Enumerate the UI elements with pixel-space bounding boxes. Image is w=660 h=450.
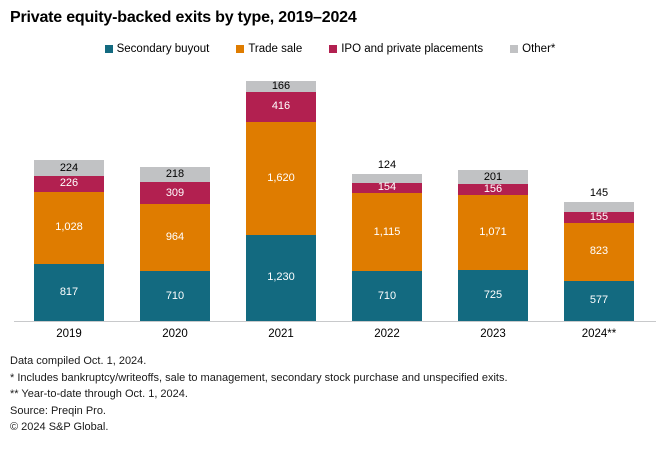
bar-value-label: 1,230	[267, 271, 295, 284]
bar-segment: 226	[34, 176, 104, 192]
legend-swatch-icon	[510, 45, 519, 53]
bar-value-label: 1,071	[479, 226, 507, 239]
plot-area: 817 1,028 226 224 710 964 309 218 1,230 1,620 416 1…	[16, 66, 652, 321]
bar-segment: 1,071	[458, 195, 528, 271]
bar-segment: 1,115	[352, 193, 422, 272]
legend: Secondary buyout Trade sale IPO and privat…	[0, 43, 660, 55]
bar-segment: 218	[140, 166, 210, 183]
bar-value-label: 710	[165, 289, 185, 302]
stacked-bar: 725 1,071 156 201	[458, 170, 528, 321]
bar-segment	[564, 202, 634, 213]
bar-value-label: 166	[271, 80, 291, 93]
bar-value-label: 1,115	[373, 225, 401, 238]
footnote-source: Source: Preqin Pro.	[10, 404, 106, 417]
legend-swatch-icon	[236, 45, 245, 53]
bar-column: 725 1,071 156 201	[440, 66, 546, 321]
stacked-bar: 710 1,115 154 124	[352, 159, 422, 321]
legend-item: IPO and private placements	[329, 43, 483, 55]
legend-swatch-icon	[104, 45, 113, 53]
bar-box: 725 1,071 156 201	[440, 66, 546, 321]
x-axis-label: 2020	[162, 328, 188, 340]
x-axis-label: 2022	[374, 328, 400, 340]
bar-column: 577 823 155 145	[546, 66, 652, 321]
bar-segment: 1,620	[246, 121, 316, 235]
stacked-bar: 1,230 1,620 416 166	[246, 81, 316, 321]
bar-value-label: 817	[59, 285, 79, 298]
footnote-copyright: © 2024 S&P Global.	[10, 421, 109, 433]
footnote-compiled: Data compiled Oct. 1, 2024.	[10, 355, 147, 367]
x-axis-label: 2019	[56, 328, 82, 340]
bar-segment	[352, 173, 422, 183]
bar-segment: 166	[246, 81, 316, 93]
legend-swatch-icon	[329, 45, 338, 53]
bar-segment: 155	[564, 211, 634, 224]
bar-value-label: 201	[483, 170, 503, 183]
legend-label: IPO and private placements	[341, 43, 484, 55]
bar-value-label: 154	[377, 181, 397, 194]
bar-value-label: 964	[165, 231, 185, 244]
legend-item: Trade sale	[236, 43, 302, 55]
bar-value-label: 577	[589, 294, 609, 307]
bar-box: 1,230 1,620 416 166	[228, 66, 334, 321]
bar-column: 817 1,028 226 224	[16, 66, 122, 321]
bar-value-label: 710	[377, 289, 397, 302]
bar-column: 1,230 1,620 416 166	[228, 66, 334, 321]
bar-value-label: 124	[377, 158, 397, 171]
bar-value-label: 155	[589, 211, 609, 224]
footnote-includes: * Includes bankruptcy/writeoffs, sale to…	[10, 371, 508, 384]
bar-box: 710 1,115 154 124	[334, 66, 440, 321]
bar-segment: 823	[564, 223, 634, 281]
bar-box: 710 964 309 218	[122, 66, 228, 321]
chart-area: 817 1,028 226 224 710 964 309 218 1,230 1,620 416 1…	[14, 66, 656, 340]
bar-box: 817 1,028 226 224	[16, 66, 122, 321]
bar-value-label: 823	[589, 245, 609, 258]
bar-column: 710 964 309 218	[122, 66, 228, 321]
bar-segment: 710	[140, 271, 210, 321]
legend-item: Other*	[510, 43, 555, 55]
bar-segment: 725	[458, 270, 528, 321]
bar-segment: 416	[246, 92, 316, 122]
bar-value-label: 416	[271, 100, 291, 113]
bar-segment: 1,230	[246, 234, 316, 321]
bar-segment: 1,028	[34, 191, 104, 264]
bar-segment: 154	[352, 181, 422, 194]
stacked-bar: 817 1,028 226 224	[34, 160, 104, 321]
bar-box: 577 823 155 145	[546, 66, 652, 321]
x-axis-label: 2021	[268, 328, 294, 340]
bar-column: 710 1,115 154 124	[334, 66, 440, 321]
bar-value-label: 1,028	[55, 221, 83, 234]
bar-segment: 224	[34, 160, 104, 177]
bar-segment: 964	[140, 203, 210, 272]
stacked-bar: 710 964 309 218	[140, 166, 210, 321]
bar-value-label: 156	[483, 183, 503, 196]
bar-value-label: 224	[59, 161, 79, 174]
bar-segment: 710	[352, 271, 422, 321]
legend-label: Trade sale	[248, 43, 303, 55]
footnotes: Data compiled Oct. 1, 2024. * Includes b…	[10, 353, 660, 436]
bar-value-label: 226	[59, 177, 79, 190]
x-axis-labels: 2019 2020 2021 2022 2023 2024**	[16, 328, 652, 340]
x-axis-label: 2023	[480, 328, 506, 340]
bar-segment: 577	[564, 280, 634, 321]
bar-value-label: 309	[165, 186, 185, 199]
footnote-ytd: ** Year-to-date through Oct. 1, 2024.	[10, 388, 188, 400]
bar-segment: 817	[34, 263, 104, 321]
chart-title: Private equity-backed exits by type, 201…	[10, 9, 357, 26]
bar-segment: 201	[458, 170, 528, 185]
legend-item: Secondary buyout	[104, 43, 210, 55]
bar-segment: 156	[458, 183, 528, 196]
bar-value-label: 725	[483, 289, 503, 302]
bar-segment: 309	[140, 182, 210, 204]
legend-label: Secondary buyout	[116, 43, 210, 55]
bar-value-label: 145	[589, 187, 609, 200]
x-axis-line	[14, 321, 656, 322]
stacked-bar: 577 823 155 145	[564, 187, 634, 321]
legend-label: Other*	[522, 43, 556, 55]
x-axis-label: 2024**	[581, 328, 617, 340]
bar-value-label: 218	[165, 168, 185, 181]
bar-value-label: 1,620	[267, 171, 295, 184]
